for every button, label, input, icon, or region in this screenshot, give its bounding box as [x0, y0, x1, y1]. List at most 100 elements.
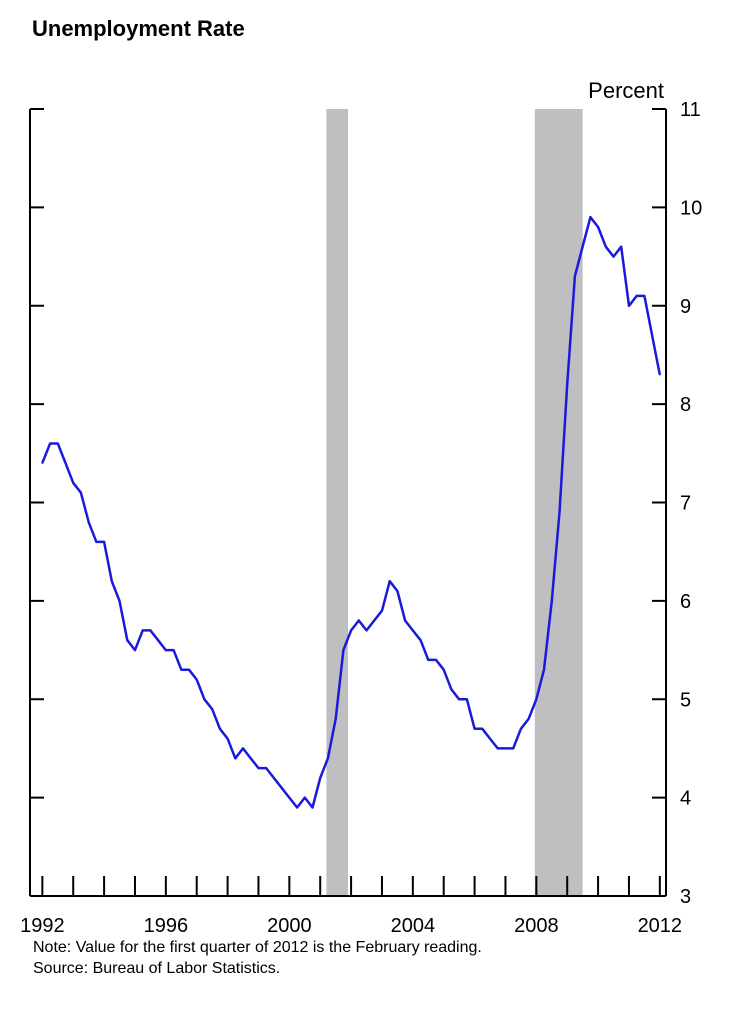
- x-tick-label-1996: 1996: [144, 915, 189, 937]
- data-point: [659, 373, 661, 376]
- y-tick-label-6: 6: [680, 591, 691, 613]
- data-point: [388, 580, 391, 582]
- data-point: [396, 590, 399, 592]
- data-point: [265, 767, 267, 769]
- data-point: [288, 796, 291, 799]
- data-point: [473, 727, 476, 730]
- axis-layer: 3 4 5 6 7 8 9 10 11 1992 1996 2000 2004 2008 2012: [20, 99, 702, 937]
- data-point: [358, 619, 360, 622]
- data-point: [520, 727, 522, 730]
- data-point: [273, 777, 275, 779]
- data-point: [442, 668, 445, 671]
- x-tick-label-2004: 2004: [391, 915, 436, 937]
- data-point: [504, 747, 507, 750]
- data-point: [226, 737, 229, 740]
- data-point: [103, 541, 105, 543]
- chart-source: Source: Bureau of Labor Statistics.: [33, 960, 281, 977]
- y-tick-label-8: 8: [680, 394, 691, 416]
- data-point: [597, 226, 599, 228]
- data-point: [157, 639, 159, 642]
- data-point: [581, 245, 584, 248]
- data-point: [512, 747, 514, 750]
- x-tick-label-2008: 2008: [514, 915, 559, 937]
- data-point: [234, 757, 237, 760]
- data-point: [381, 609, 383, 612]
- data-point: [628, 304, 630, 307]
- y-tick-label-7: 7: [680, 493, 691, 515]
- x-tick-label-1992: 1992: [20, 915, 65, 937]
- y-tick-label-5: 5: [680, 689, 691, 711]
- data-point: [550, 600, 553, 602]
- data-point: [219, 727, 221, 730]
- data-point: [612, 255, 615, 258]
- data-point: [95, 541, 98, 543]
- data-point: [149, 629, 152, 632]
- data-point: [242, 747, 244, 750]
- data-point: [180, 668, 183, 671]
- data-point: [489, 737, 491, 740]
- y-tick-label-10: 10: [680, 197, 702, 219]
- data-point: [211, 708, 213, 710]
- data-point: [296, 806, 298, 809]
- data-point: [535, 698, 538, 701]
- data-point: [334, 718, 337, 720]
- data-point: [466, 698, 468, 701]
- data-point: [172, 649, 175, 651]
- data-point: [643, 295, 646, 297]
- series-layer: [41, 215, 662, 809]
- data-point: [373, 619, 376, 622]
- data-point: [574, 275, 576, 278]
- data-point: [165, 649, 167, 651]
- data-point: [280, 786, 283, 789]
- data-point: [72, 482, 75, 484]
- data-point: [543, 668, 545, 671]
- data-point: [311, 806, 314, 809]
- data-point: [195, 678, 198, 681]
- data-point: [80, 491, 82, 494]
- data-point: [303, 796, 306, 799]
- data-point: [558, 511, 561, 514]
- data-point: [419, 639, 422, 642]
- data-point: [481, 727, 484, 730]
- y-tick-label-9: 9: [680, 296, 691, 318]
- x-tick-label-2000: 2000: [267, 915, 312, 937]
- data-point: [350, 629, 352, 632]
- recession-shading-layer: [326, 109, 583, 896]
- data-point: [589, 216, 592, 219]
- data-point: [319, 777, 322, 779]
- data-point: [635, 295, 638, 297]
- data-point: [450, 688, 453, 691]
- data-point: [87, 521, 90, 523]
- recession-band-0: [326, 109, 348, 896]
- data-point: [111, 580, 113, 582]
- data-point: [41, 462, 44, 464]
- data-point: [257, 767, 260, 769]
- data-point: [412, 629, 414, 632]
- y-axis-unit-label: Percent: [588, 78, 664, 103]
- y-tick-label-11: 11: [680, 99, 701, 121]
- data-point: [141, 629, 144, 632]
- data-point: [118, 600, 121, 602]
- data-point: [496, 747, 499, 750]
- data-point: [134, 649, 136, 651]
- data-point: [342, 649, 345, 651]
- data-point: [427, 659, 430, 661]
- data-point: [188, 668, 190, 671]
- data-point: [404, 619, 406, 622]
- data-point: [327, 757, 329, 760]
- data-point: [566, 383, 569, 386]
- data-point: [64, 462, 67, 464]
- data-point: [604, 245, 607, 248]
- data-point: [651, 334, 653, 337]
- data-point: [249, 757, 252, 760]
- y-tick-label-3: 3: [680, 886, 691, 908]
- chart-title: Unemployment Rate: [32, 16, 245, 41]
- data-point: [435, 659, 437, 661]
- data-point: [203, 698, 206, 701]
- data-point: [56, 442, 59, 445]
- x-tick-label-2012: 2012: [638, 915, 683, 937]
- data-point: [458, 698, 460, 701]
- data-point: [49, 442, 51, 445]
- data-point: [527, 718, 530, 720]
